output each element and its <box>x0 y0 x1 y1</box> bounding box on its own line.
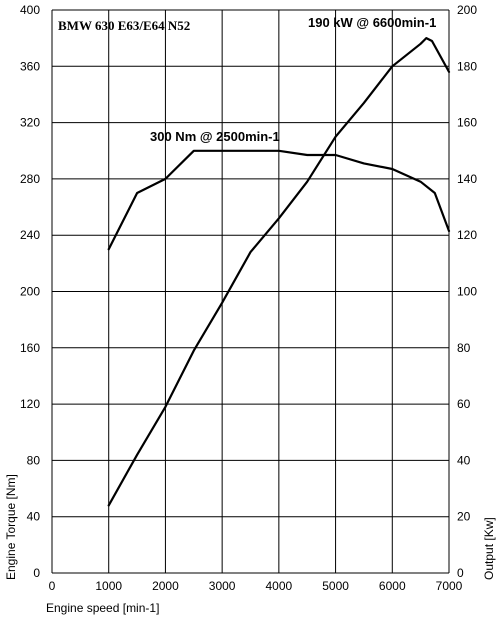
x-tick-label: 1000 <box>95 579 122 593</box>
y-right-tick-label: 160 <box>457 116 477 130</box>
power-curve <box>107 36 451 507</box>
y-right-tick-label: 100 <box>457 285 477 299</box>
y-left-tick-label: 360 <box>20 59 40 73</box>
x-tick-label: 7000 <box>436 579 463 593</box>
x-tick-label: 4000 <box>266 579 293 593</box>
y-left-axis-title: Engine Torque [Nm] <box>4 474 18 580</box>
x-tick-label: 2000 <box>152 579 179 593</box>
x-tick-label: 6000 <box>379 579 406 593</box>
y-left-tick-label: 160 <box>20 341 40 355</box>
y-left-tick-label: 120 <box>20 397 40 411</box>
y-right-tick-label: 80 <box>457 341 471 355</box>
y-left-tick-label: 80 <box>27 453 41 467</box>
y-right-axis-title: Output [Kw] <box>482 517 496 580</box>
torque-curve <box>107 149 451 251</box>
x-tick-labels: 0 1000 2000 3000 4000 5000 6000 7000 <box>49 579 463 593</box>
y-left-tick-label: 0 <box>33 566 40 580</box>
chart-title: BMW 630 E63/E64 N52 <box>58 18 190 33</box>
y-left-tick-label: 280 <box>20 172 40 186</box>
y-left-tick-label: 320 <box>20 116 40 130</box>
x-tick-label: 3000 <box>209 579 236 593</box>
x-tick-label: 0 <box>49 579 56 593</box>
grid-lines <box>51 9 450 574</box>
y-left-tick-label: 400 <box>20 3 40 17</box>
x-tick-label: 5000 <box>322 579 349 593</box>
y-right-tick-label: 40 <box>457 453 471 467</box>
y-left-tick-label: 40 <box>27 510 41 524</box>
y-right-tick-label: 140 <box>457 172 477 186</box>
y-right-tick-label: 60 <box>457 397 471 411</box>
y-right-tick-label: 180 <box>457 59 477 73</box>
power-peak-annotation: 190 kW @ 6600min-1 <box>308 15 436 30</box>
y-left-tick-label: 200 <box>20 285 40 299</box>
y-left-tick-labels: 0 40 80 120 160 200 240 280 320 360 400 <box>20 3 40 580</box>
y-right-tick-labels: 0 20 40 60 80 100 120 140 160 180 200 <box>457 3 477 580</box>
y-right-tick-label: 120 <box>457 228 477 242</box>
series-lines <box>107 36 451 507</box>
y-right-tick-label: 20 <box>457 510 471 524</box>
x-axis-title: Engine speed [min-1] <box>46 601 159 615</box>
y-left-tick-label: 240 <box>20 228 40 242</box>
y-right-tick-label: 0 <box>457 566 464 580</box>
y-right-tick-label: 200 <box>457 3 477 17</box>
torque-peak-annotation: 300 Nm @ 2500min-1 <box>150 129 280 144</box>
